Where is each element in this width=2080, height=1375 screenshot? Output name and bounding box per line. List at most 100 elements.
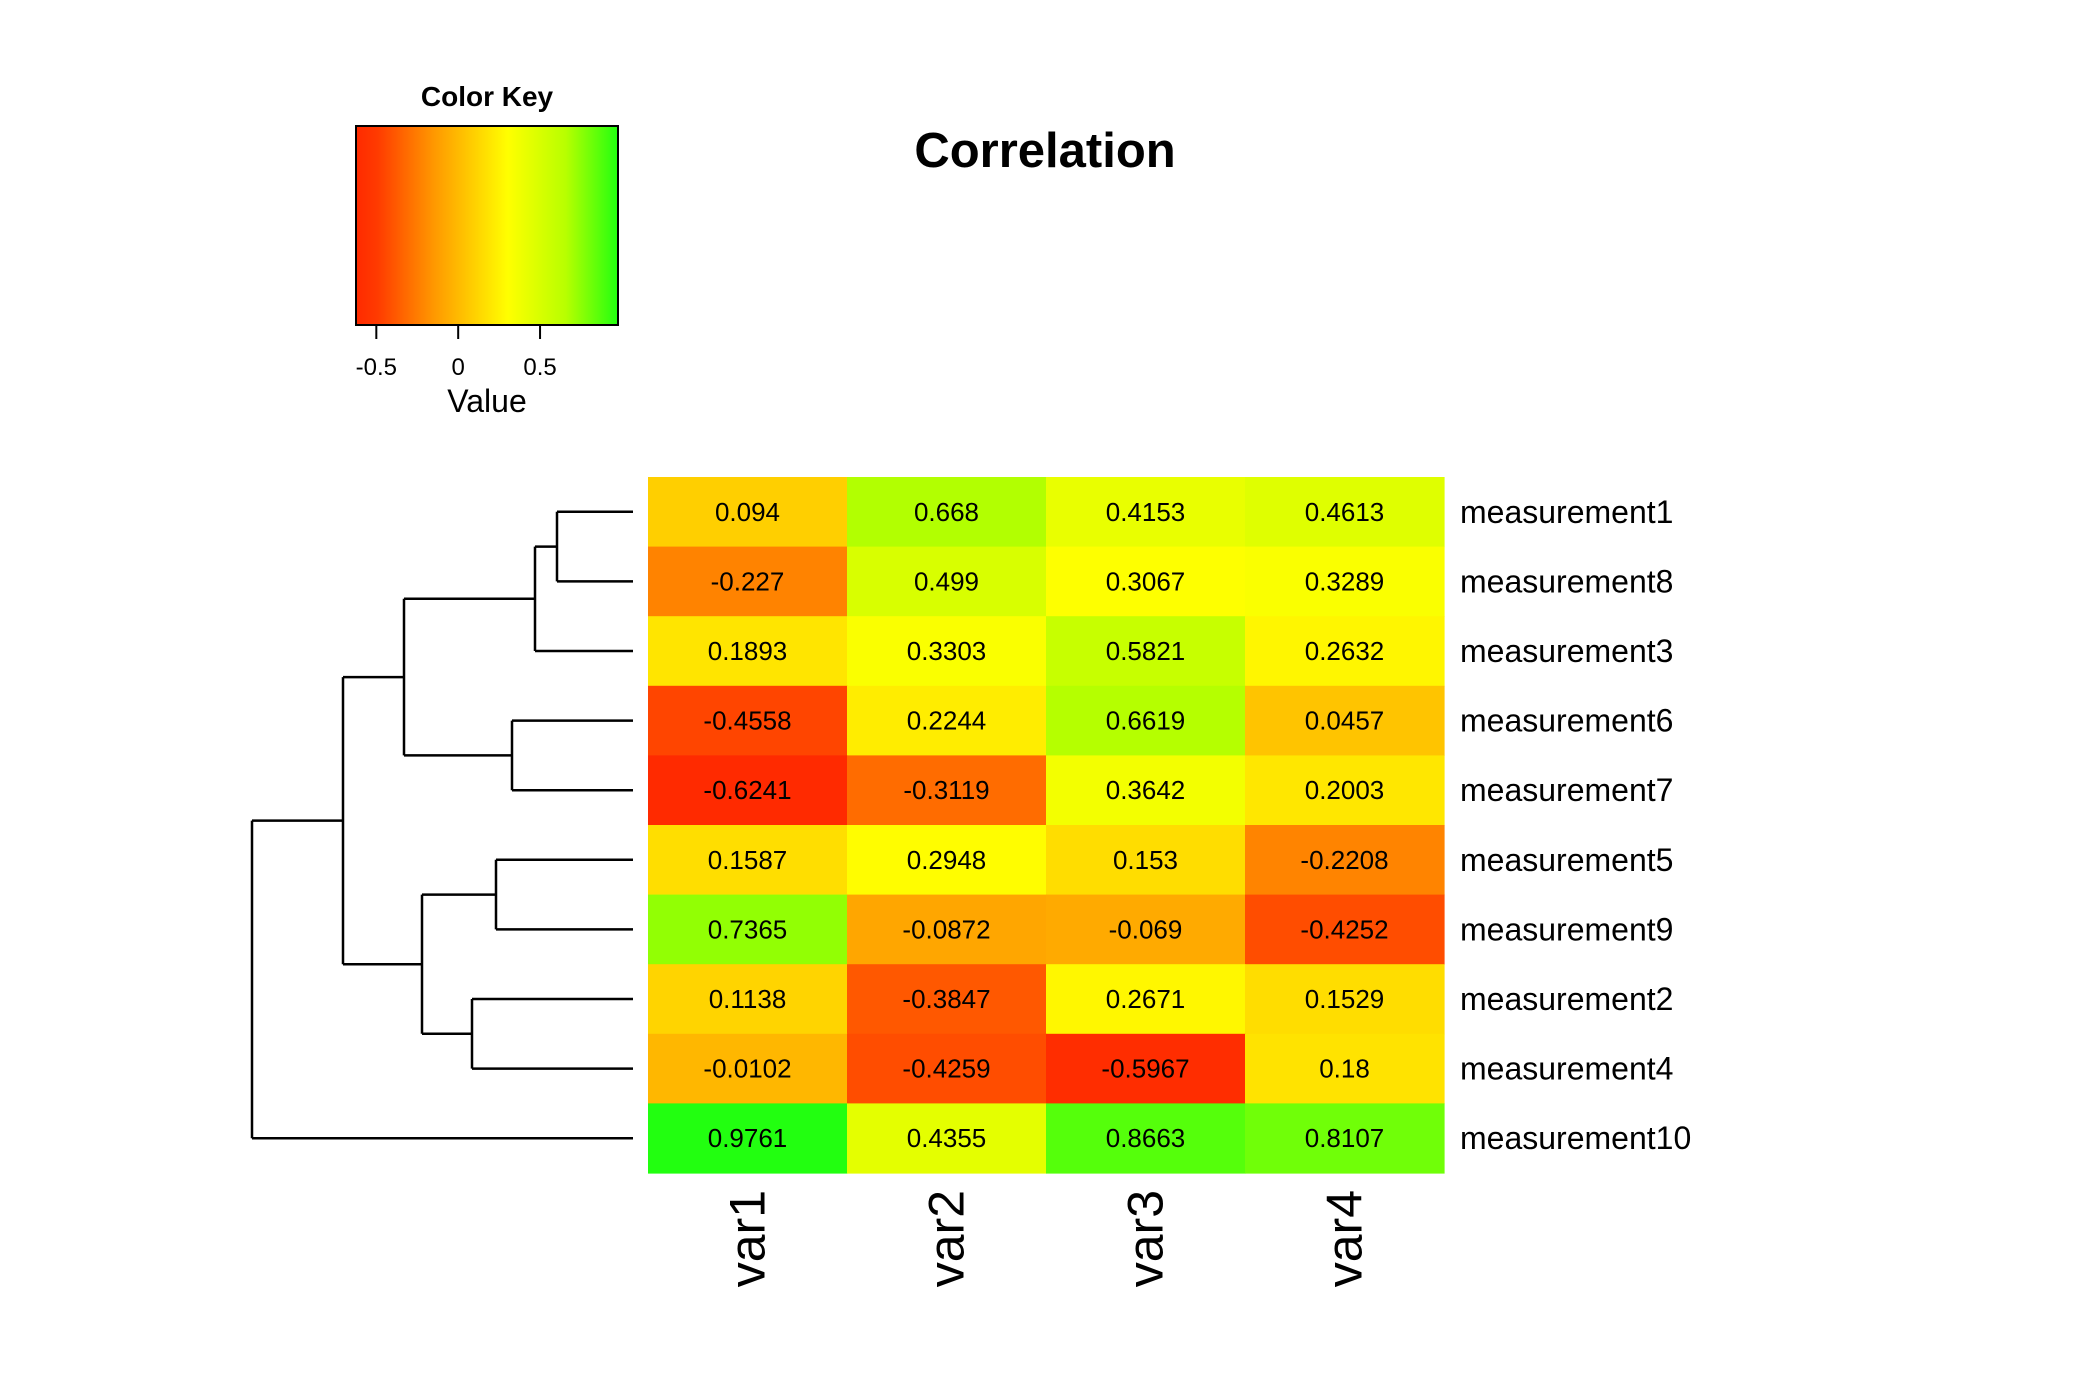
color-key-tick-label: -0.5 — [356, 354, 397, 381]
heatmap-cell — [1245, 894, 1445, 965]
heatmap-cell — [1245, 964, 1445, 1035]
cell-value-label: -0.0102 — [703, 1054, 791, 1084]
cell-value-label: 0.9761 — [708, 1123, 788, 1153]
heatmap-cell — [648, 825, 848, 896]
heatmap-cell — [648, 755, 848, 826]
row-label: measurement3 — [1460, 633, 1673, 669]
cell-value-label: 0.2948 — [907, 845, 987, 875]
heatmap-cell — [847, 825, 1047, 896]
chart-title: Correlation — [914, 124, 1175, 178]
row-label: measurement4 — [1460, 1051, 1673, 1087]
row-labels: measurement1 measurement8 measurement3 meas… — [1460, 494, 1691, 1156]
heatmap-cell — [1245, 1103, 1445, 1174]
cell-value-label: 0.1529 — [1305, 984, 1385, 1014]
cell-value-label: 0.1138 — [709, 984, 787, 1014]
heatmap-cell — [847, 546, 1047, 617]
color-key: Color Key -0.5 0 0.5 Value — [355, 81, 619, 419]
heatmap-cell — [847, 1033, 1047, 1104]
cell-value-label: -0.2208 — [1300, 845, 1388, 875]
heatmap-cells: 0.094 0.668 0.4153 0.4613 -0.227 0.499 0.3067 0… — [648, 477, 1445, 1174]
heatmap-cell — [1245, 825, 1445, 896]
column-label: var2 — [919, 1190, 975, 1287]
cell-value-label: 0.1587 — [708, 845, 788, 875]
cell-value-label: 0.3067 — [1106, 566, 1186, 596]
heatmap-cell — [1046, 477, 1246, 548]
cell-value-label: 0.3303 — [907, 636, 987, 666]
cell-value-label: -0.3847 — [902, 984, 990, 1014]
heatmap-cell — [1046, 964, 1246, 1035]
row-label: measurement10 — [1460, 1120, 1691, 1156]
heatmap-cell — [648, 477, 848, 548]
cell-value-label: 0.4153 — [1106, 497, 1186, 527]
cell-value-label: -0.3119 — [903, 775, 989, 805]
heatmap-cell — [847, 477, 1047, 548]
color-key-title: Color Key — [421, 81, 554, 112]
cell-value-label: -0.227 — [711, 566, 785, 596]
cell-value-label: 0.094 — [715, 497, 780, 527]
heatmap-cell — [648, 964, 848, 1035]
row-dendrogram — [250, 510, 633, 1140]
cell-value-label: -0.0872 — [902, 914, 990, 944]
cell-value-label: 0.2003 — [1305, 775, 1385, 805]
row-label: measurement1 — [1460, 494, 1673, 530]
heatmap-cell — [847, 1103, 1047, 1174]
cell-value-label: -0.4259 — [902, 1054, 990, 1084]
cell-value-label: 0.668 — [914, 497, 979, 527]
heatmap-cell — [1046, 755, 1246, 826]
heatmap-cell — [847, 755, 1047, 826]
cell-value-label: 0.8663 — [1106, 1123, 1186, 1153]
cell-value-label: -0.4252 — [1300, 914, 1388, 944]
cell-value-label: -0.5967 — [1101, 1054, 1189, 1084]
heatmap-cell — [1046, 825, 1246, 896]
cell-value-label: 0.5821 — [1106, 636, 1186, 666]
row-label: measurement5 — [1460, 842, 1673, 878]
row-label: measurement2 — [1460, 981, 1673, 1017]
color-key-gradient — [355, 125, 619, 326]
heatmap-cell — [648, 1103, 848, 1174]
row-label: measurement6 — [1460, 703, 1673, 739]
heatmap-cell — [1046, 546, 1246, 617]
color-key-tick-label: 0.5 — [523, 354, 556, 381]
heatmap-cell — [1046, 1103, 1246, 1174]
cell-value-label: 0.0457 — [1305, 706, 1385, 736]
cell-value-label: 0.3642 — [1106, 775, 1186, 805]
cell-value-label: 0.2632 — [1305, 636, 1385, 666]
heatmap-cell — [648, 685, 848, 756]
heatmap-cell — [1046, 1033, 1246, 1104]
cell-value-label: 0.499 — [914, 566, 979, 596]
heatmap-cell — [1245, 546, 1445, 617]
heatmap-cell — [1046, 894, 1246, 965]
cell-value-label: 0.4613 — [1305, 497, 1385, 527]
cell-value-label: 0.3289 — [1305, 566, 1385, 596]
heatmap-cell — [847, 964, 1047, 1035]
heatmap-cell — [648, 1033, 848, 1104]
cell-value-label: -0.069 — [1109, 914, 1183, 944]
color-key-xlabel: Value — [447, 383, 526, 419]
heatmap-cell — [1245, 1033, 1445, 1104]
heatmap-cell — [1245, 616, 1445, 687]
heatmap-cell — [1245, 755, 1445, 826]
heatmap-cell — [1245, 685, 1445, 756]
heatmap-cell — [1245, 477, 1445, 548]
row-label: measurement9 — [1460, 911, 1673, 947]
row-label: measurement7 — [1460, 772, 1673, 808]
cell-value-label: 0.2244 — [907, 706, 987, 736]
cell-value-label: 0.2671 — [1106, 984, 1186, 1014]
column-label: var3 — [1118, 1190, 1174, 1287]
heatmap-cell — [648, 894, 848, 965]
column-label: var1 — [720, 1190, 776, 1287]
heatmap-cell — [847, 616, 1047, 687]
cell-value-label: -0.4558 — [703, 706, 791, 736]
heatmap-cell — [847, 894, 1047, 965]
cell-value-label: 0.4355 — [907, 1123, 987, 1153]
color-key-tick-label: 0 — [452, 354, 465, 381]
cell-value-label: 0.6619 — [1106, 706, 1186, 736]
cell-value-label: 0.8107 — [1305, 1123, 1385, 1153]
heatmap-cell — [847, 685, 1047, 756]
cell-value-label: -0.6241 — [703, 775, 791, 805]
cell-value-label: 0.153 — [1113, 845, 1178, 875]
cell-value-label: 0.7365 — [708, 914, 788, 944]
heatmap-cell — [1046, 685, 1246, 756]
heatmap-cell — [1046, 616, 1246, 687]
